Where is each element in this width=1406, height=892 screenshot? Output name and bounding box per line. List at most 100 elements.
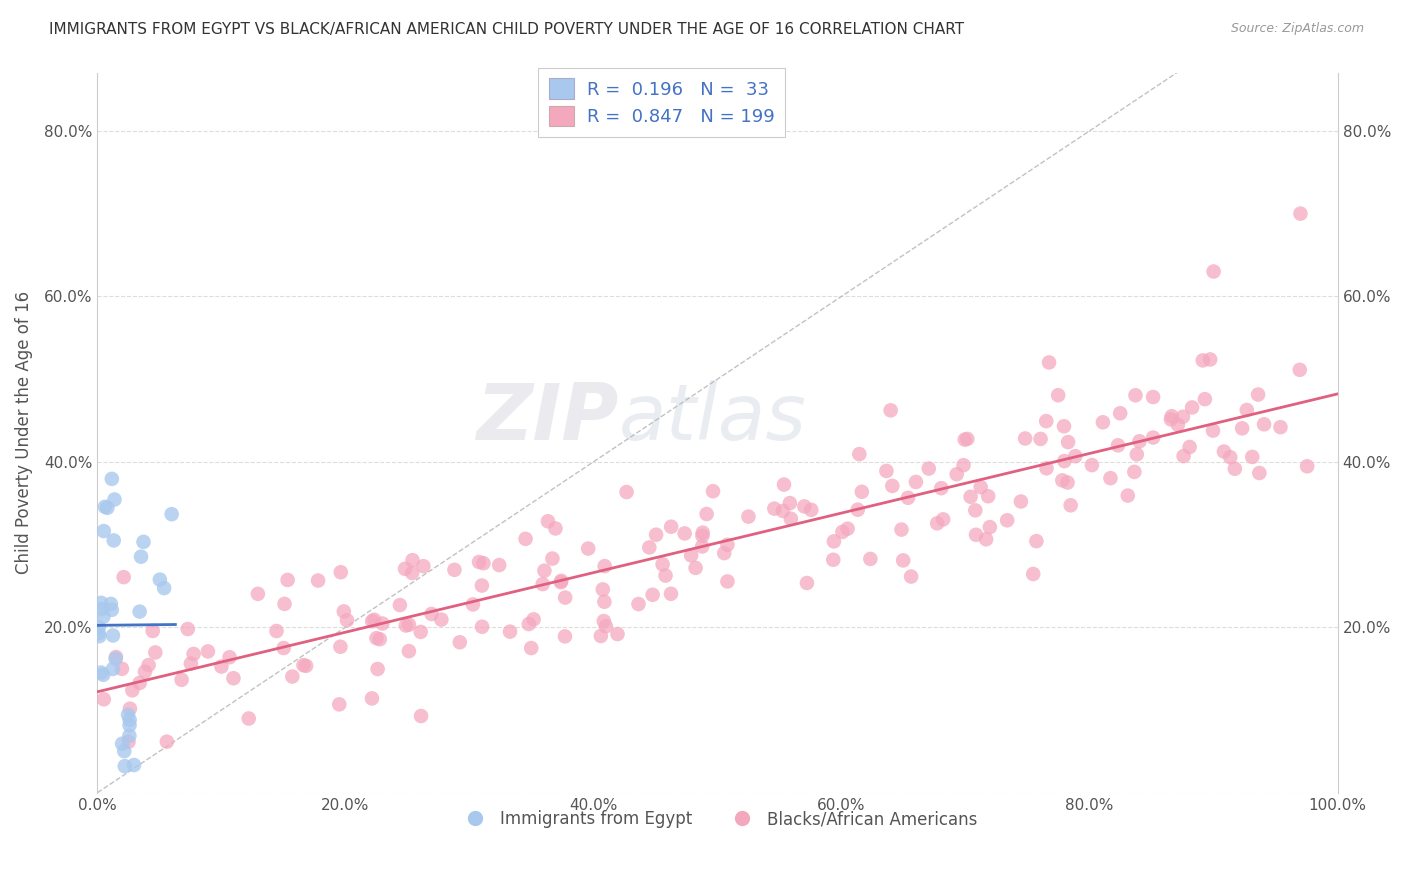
Point xyxy=(1123,465,1146,479)
Point xyxy=(1288,363,1310,377)
Point xyxy=(153,581,176,595)
Point xyxy=(128,605,150,619)
Point xyxy=(101,628,124,642)
Point xyxy=(1202,264,1225,278)
Point xyxy=(1059,498,1081,512)
Point xyxy=(94,500,117,514)
Point xyxy=(361,691,384,706)
Point xyxy=(918,461,941,475)
Point xyxy=(772,504,794,518)
Point xyxy=(952,458,974,472)
Point xyxy=(118,718,141,732)
Point xyxy=(897,491,920,505)
Text: Source: ZipAtlas.com: Source: ZipAtlas.com xyxy=(1230,22,1364,36)
Point xyxy=(690,540,713,554)
Point xyxy=(93,524,115,538)
Point xyxy=(1099,471,1122,485)
Point xyxy=(969,480,991,494)
Point xyxy=(93,692,115,706)
Point xyxy=(363,613,385,627)
Point xyxy=(1236,403,1258,417)
Point xyxy=(1194,392,1216,406)
Point xyxy=(368,632,391,647)
Point xyxy=(246,587,269,601)
Point xyxy=(1035,461,1057,475)
Text: atlas: atlas xyxy=(619,380,806,457)
Point xyxy=(409,709,432,723)
Point xyxy=(627,597,650,611)
Point xyxy=(953,433,976,447)
Point xyxy=(1025,534,1047,549)
Point xyxy=(118,729,141,743)
Point xyxy=(101,472,124,486)
Point xyxy=(554,591,576,605)
Point xyxy=(1109,406,1132,420)
Point xyxy=(554,629,576,643)
Point xyxy=(412,559,434,574)
Point xyxy=(550,574,572,588)
Point xyxy=(1056,475,1078,490)
Point xyxy=(103,533,125,548)
Point xyxy=(651,558,673,572)
Point xyxy=(1107,438,1129,452)
Text: IMMIGRANTS FROM EGYPT VS BLACK/AFRICAN AMERICAN CHILD POVERTY UNDER THE AGE OF 1: IMMIGRANTS FROM EGYPT VS BLACK/AFRICAN A… xyxy=(49,22,965,37)
Point xyxy=(1181,401,1204,415)
Point xyxy=(685,561,707,575)
Point xyxy=(160,507,183,521)
Point xyxy=(851,484,873,499)
Point xyxy=(645,527,668,541)
Point xyxy=(956,432,979,446)
Point xyxy=(1173,449,1195,463)
Point xyxy=(974,533,997,547)
Point xyxy=(979,520,1001,534)
Point xyxy=(1035,414,1057,428)
Point xyxy=(1178,440,1201,454)
Point xyxy=(132,535,155,549)
Point xyxy=(592,582,614,597)
Point xyxy=(879,403,901,417)
Point xyxy=(292,658,315,673)
Point xyxy=(103,492,125,507)
Point xyxy=(848,447,870,461)
Point xyxy=(134,665,156,679)
Point xyxy=(209,659,232,673)
Point xyxy=(395,618,418,632)
Point xyxy=(273,640,295,655)
Point xyxy=(101,662,124,676)
Point xyxy=(138,658,160,673)
Point xyxy=(1014,432,1036,446)
Point xyxy=(121,683,143,698)
Point xyxy=(702,484,724,499)
Point xyxy=(430,613,453,627)
Point xyxy=(238,711,260,725)
Point xyxy=(218,650,240,665)
Point xyxy=(965,503,987,517)
Point xyxy=(472,556,495,570)
Point xyxy=(117,735,139,749)
Point xyxy=(831,524,853,539)
Point xyxy=(307,574,329,588)
Point xyxy=(846,502,869,516)
Point xyxy=(87,626,110,640)
Point xyxy=(1213,444,1236,458)
Point xyxy=(945,467,967,482)
Point xyxy=(1199,352,1222,367)
Point xyxy=(773,477,796,491)
Point xyxy=(371,616,394,631)
Point xyxy=(692,529,714,543)
Point xyxy=(90,602,112,616)
Point xyxy=(531,577,554,591)
Point xyxy=(1053,454,1076,468)
Text: ZIP: ZIP xyxy=(477,380,619,457)
Point xyxy=(779,512,801,526)
Point xyxy=(142,624,165,638)
Point xyxy=(177,622,200,636)
Point xyxy=(1128,434,1150,449)
Point xyxy=(111,662,134,676)
Point xyxy=(1010,494,1032,508)
Point xyxy=(659,519,682,533)
Point xyxy=(616,485,638,500)
Point xyxy=(398,617,420,632)
Point xyxy=(104,651,127,665)
Point xyxy=(1270,420,1292,434)
